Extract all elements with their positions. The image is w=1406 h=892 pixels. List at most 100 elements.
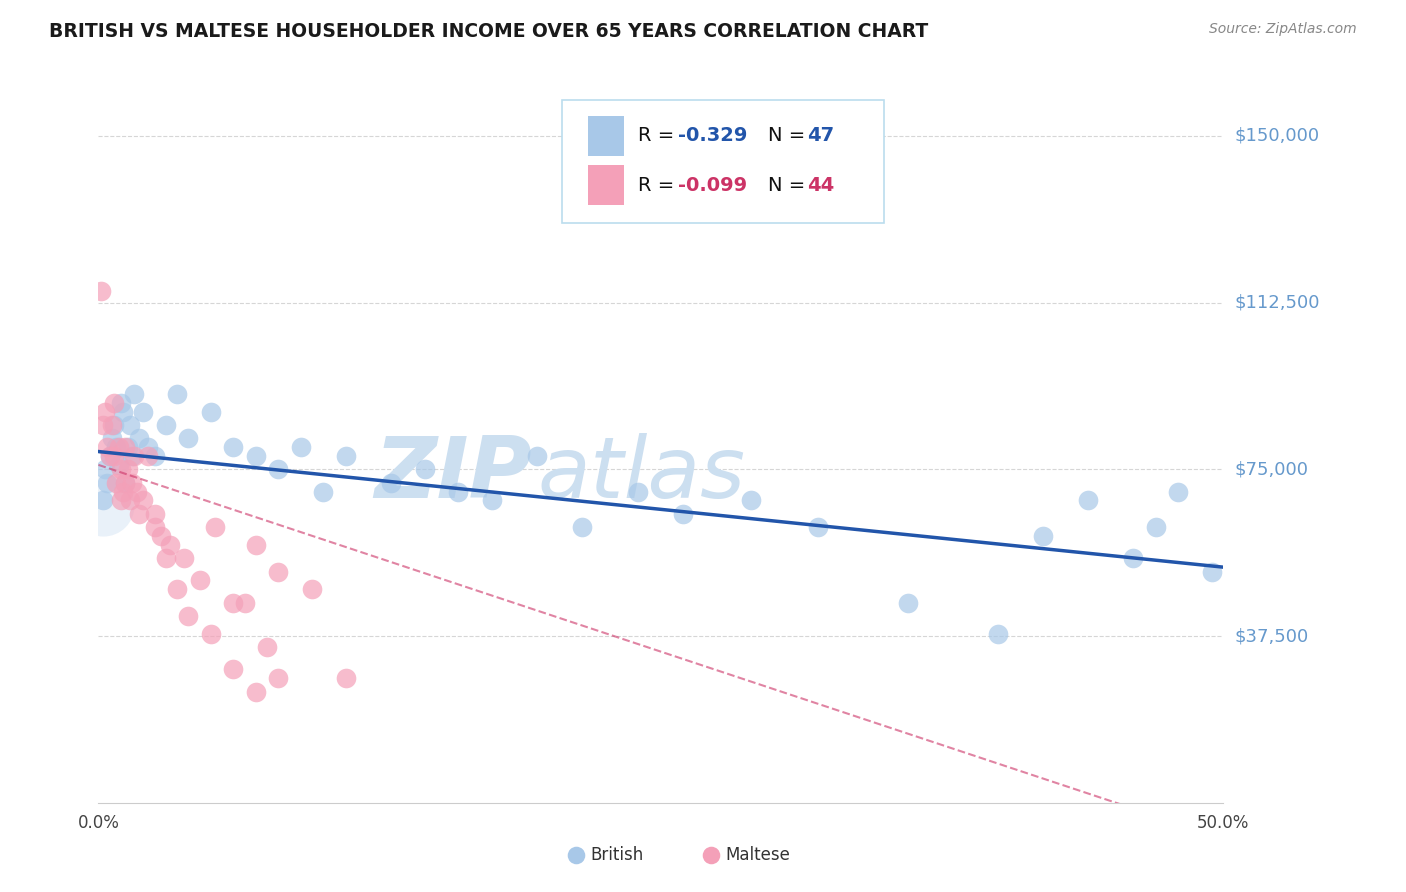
Point [897,596,920,610]
Point [110,462,132,476]
Point [245,449,267,463]
Point [166,582,188,597]
Point [1122,551,1144,566]
Point [114,475,136,490]
Point [1144,520,1167,534]
Point [124,386,146,401]
Text: -0.329: -0.329 [678,127,747,145]
Point [526,449,548,463]
Point [103,395,125,409]
Point [155,417,177,432]
Text: 47: 47 [807,127,834,145]
Point [312,484,335,499]
Text: Maltese: Maltese [725,846,790,863]
Point [94,462,117,476]
Point [117,440,139,454]
Point [740,493,762,508]
Point [143,449,166,463]
Point [103,449,125,463]
Point [136,449,159,463]
Point [290,440,312,454]
Point [98,449,121,463]
Point [188,574,211,588]
Point [143,507,166,521]
Point [110,493,132,508]
Point [101,431,124,445]
Point [245,538,267,552]
Point [200,404,222,418]
Point [150,529,173,543]
Point [107,458,129,472]
Point [132,493,155,508]
Point [91,498,114,512]
Point [233,596,256,610]
Point [114,440,136,454]
Point [256,640,278,655]
Point [105,475,128,490]
Point [1167,484,1189,499]
Point [380,475,402,490]
Point [267,565,290,579]
Point [101,417,124,432]
Point [107,440,129,454]
Point [245,684,267,698]
Point [155,551,177,566]
Point [91,417,114,432]
Text: $150,000: $150,000 [1234,127,1320,145]
Text: 44: 44 [807,176,834,194]
Text: $112,500: $112,500 [1234,293,1320,311]
Point [96,440,118,454]
Point [173,551,195,566]
Point [94,404,117,418]
Point [128,507,150,521]
Point [125,484,148,499]
Point [91,493,114,508]
Point [121,449,143,463]
Point [267,671,290,685]
Point [627,484,650,499]
Point [200,627,222,641]
Point [177,609,200,624]
Point [118,493,141,508]
Point [128,431,150,445]
Text: N =: N = [768,176,811,194]
Text: $75,000: $75,000 [1234,460,1309,478]
Point [114,475,136,490]
Point [112,484,135,499]
Text: R =: R = [638,176,681,194]
Point [177,431,200,445]
Point [1077,493,1099,508]
Point [222,596,245,610]
Point [132,404,155,418]
Point [222,440,245,454]
Point [1201,565,1223,579]
Point [987,627,1010,641]
Point [222,662,245,676]
Point [807,520,830,534]
Text: -0.099: -0.099 [678,176,747,194]
Point [447,484,470,499]
Point [301,582,323,597]
Point [204,520,226,534]
Point [1043,796,1066,810]
Text: Source: ZipAtlas.com: Source: ZipAtlas.com [1209,22,1357,37]
Point [103,417,125,432]
Point [96,475,118,490]
Point [335,449,357,463]
Bar [588,165,624,205]
Bar [588,116,624,156]
Point [112,404,135,418]
Text: atlas: atlas [537,433,745,516]
Point [267,462,290,476]
Point [672,507,695,521]
Point [481,493,503,508]
Text: $37,500: $37,500 [1234,627,1309,645]
Point [1313,796,1336,810]
Point [413,462,436,476]
Point [98,449,121,463]
Point [124,449,146,463]
Point [117,462,139,476]
Point [143,520,166,534]
Point [166,386,188,401]
Point [90,285,112,299]
